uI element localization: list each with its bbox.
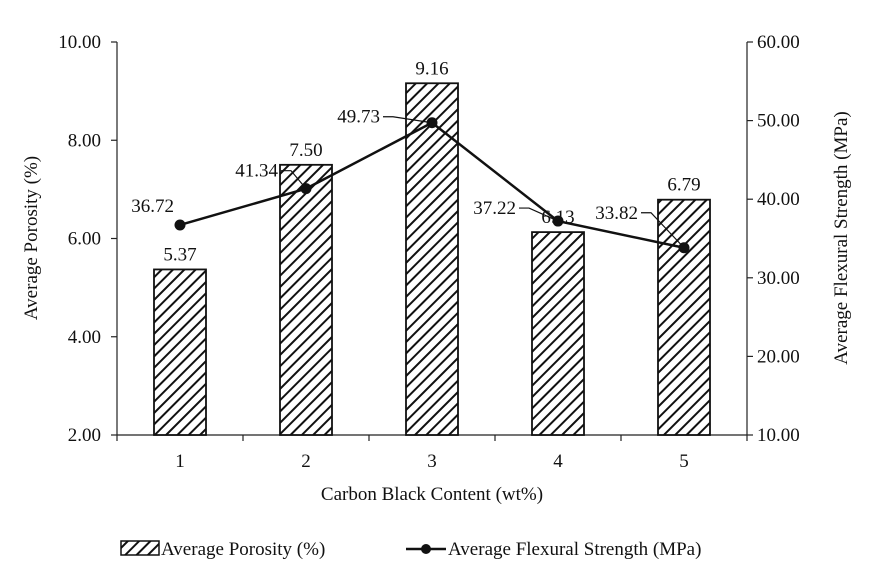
right-tick-label-3: 40.00 (757, 189, 800, 210)
x-tick-label-4: 5 (679, 451, 689, 472)
left-tick-label-4: 10.00 (58, 32, 101, 53)
porosity-bar-4 (531, 231, 585, 436)
right-tick-label-0: 10.00 (757, 425, 800, 446)
strength-leader-3 (383, 116, 433, 124)
porosity-label-3: 9.16 (415, 58, 448, 79)
porosity-label-5: 6.79 (667, 175, 700, 196)
porosity-label-4: 6.13 (541, 207, 574, 228)
strength-point-1 (174, 219, 186, 231)
right-tick-label-2: 30.00 (757, 268, 800, 289)
strength-leader-4 (519, 207, 559, 222)
legend-line-marker (421, 544, 431, 554)
porosity-data-labels: 5.37 7.50 9.16 6.13 6.79 (163, 58, 700, 265)
strength-label-1: 36.72 (131, 196, 174, 217)
porosity-bar-3 (405, 82, 459, 436)
left-tick-label-3: 8.00 (68, 130, 101, 151)
left-tick-label-0: 2.00 (68, 425, 101, 446)
legend-bar-swatch (120, 540, 160, 556)
porosity-label-2: 7.50 (289, 140, 322, 161)
right-axis-title: Average Flexural Strength (MPa) (831, 111, 852, 364)
strength-label-3: 49.73 (337, 107, 380, 128)
x-axis-ticks: 1 2 3 4 5 (116, 435, 748, 472)
legend-bar-label: Average Porosity (%) (161, 539, 325, 560)
x-tick-label-1: 2 (301, 451, 311, 472)
strength-label-5: 33.82 (595, 203, 638, 224)
strength-leader-2 (281, 170, 307, 190)
x-axis-title: Carbon Black Content (wt%) (321, 484, 543, 505)
porosity-bar-2 (279, 163, 333, 436)
right-tick-label-5: 60.00 (757, 32, 800, 53)
porosity-bars (153, 82, 711, 436)
strength-label-4: 37.22 (473, 198, 516, 219)
x-tick-label-3: 4 (553, 451, 563, 472)
right-tick-label-4: 50.00 (757, 111, 800, 132)
strength-leader-5 (641, 212, 685, 249)
strength-data-labels: 36.72 41.34 49.73 37.22 33.82 (131, 107, 685, 249)
strength-label-2: 41.34 (235, 161, 278, 182)
x-tick-label-2: 3 (427, 451, 437, 472)
right-axis-ticks: 10.00 20.00 30.00 40.00 50.00 60.00 (747, 32, 800, 446)
right-tick-label-1: 20.00 (757, 346, 800, 367)
legend-line-label: Average Flexural Strength (MPa) (448, 539, 701, 560)
porosity-label-1: 5.37 (163, 244, 196, 265)
x-tick-label-0: 1 (175, 451, 185, 472)
left-tick-label-2: 6.00 (68, 229, 101, 250)
plot-area: 2.00 4.00 6.00 8.00 10.00 10.00 20.00 30.00 40.… (58, 32, 800, 472)
left-axis-ticks: 2.00 4.00 6.00 8.00 10.00 (58, 32, 117, 446)
legend: Average Porosity (%) Average Flexural St… (120, 539, 701, 560)
left-axis-title: Average Porosity (%) (21, 156, 42, 320)
left-tick-label-1: 4.00 (68, 327, 101, 348)
porosity-bar-5 (657, 198, 711, 436)
porosity-bar-1 (153, 268, 207, 436)
